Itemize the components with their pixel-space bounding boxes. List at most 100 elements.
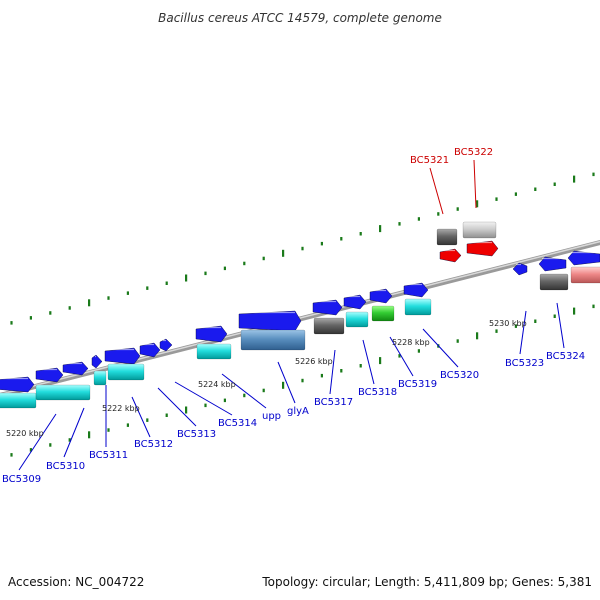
gene-arrow-bc5325 — [567, 250, 600, 266]
gene-label-bc5311[interactable]: BC5311 — [89, 450, 128, 461]
gene-label-bc5318[interactable]: BC5318 — [358, 387, 397, 398]
gene-arrow-upp — [195, 325, 228, 343]
leader-upp — [221, 373, 267, 409]
tick-dot — [495, 329, 498, 333]
tick-dot — [68, 438, 71, 442]
leader-bc5310 — [63, 407, 85, 458]
tick-dot — [29, 448, 32, 452]
gene-label-glya[interactable]: glyA — [287, 406, 309, 417]
gene-arrow-bc5318 — [343, 294, 367, 310]
gene-box-bc5321 — [436, 228, 458, 246]
tick-dot — [262, 388, 265, 393]
gene-arrow-bc5320 — [403, 282, 429, 298]
gene-label-bc5323[interactable]: BC5323 — [505, 358, 544, 369]
tick-dot — [573, 307, 576, 315]
scale-label: 5226 kbp — [295, 357, 333, 366]
leader-bc5320 — [422, 328, 459, 368]
tick-dot — [204, 271, 207, 276]
tick-dot — [126, 423, 129, 427]
scale-label: 5230 kbp — [489, 319, 527, 328]
tick-dot — [262, 256, 265, 261]
tick-dot — [185, 406, 188, 414]
gene-label-bc5312[interactable]: BC5312 — [134, 439, 173, 450]
gene-box-bc5319 — [371, 305, 395, 322]
tick-dot — [282, 249, 285, 257]
gene-arrow-shape — [439, 248, 462, 263]
tick-dot — [126, 291, 129, 295]
tick-dot — [49, 311, 52, 315]
gene-label-bc5319[interactable]: BC5319 — [398, 379, 437, 390]
tick-dot — [553, 182, 556, 186]
gene-label-bc5322[interactable]: BC5322 — [454, 147, 493, 158]
gene-arrow-bc5324 — [538, 256, 567, 272]
gene-arrow-shape — [343, 294, 367, 310]
gene-arrow-glya — [238, 310, 302, 332]
scale-labels: 5220 kbp 5222 kbp 5224 kbp 5226 kbp 5228… — [6, 319, 527, 438]
tick-dot — [165, 413, 168, 417]
tick-dot — [320, 373, 323, 378]
tick-dot — [592, 304, 595, 309]
leader-bc5317 — [329, 349, 336, 395]
gene-arrow-shape — [62, 361, 89, 376]
tick-dot — [49, 443, 52, 447]
gene-arrow-bc5314 — [139, 342, 161, 358]
gene-arrow-bc5312 — [91, 354, 103, 369]
gene-label-bc5320[interactable]: BC5320 — [440, 370, 479, 381]
gene-arrow-bc5321 — [439, 248, 462, 263]
gene-arrow-bc5313 — [104, 347, 141, 365]
tick-dot — [417, 349, 420, 353]
gene-box-bc5309 — [0, 392, 37, 409]
gene-label-bc5313[interactable]: BC5313 — [177, 429, 216, 440]
leader-bc5309 — [18, 413, 57, 471]
gene-label-bc5317[interactable]: BC5317 — [314, 397, 353, 408]
genome-summary-text: Topology: circular; Length: 5,411,809 bp… — [261, 575, 592, 589]
gene-arrow-shape — [91, 354, 103, 369]
gene-arrow-shape — [369, 288, 393, 304]
tick-dot — [10, 453, 13, 457]
tick-dot — [359, 232, 362, 236]
gene-arrow-shape — [312, 299, 343, 316]
tick-dot — [495, 197, 498, 201]
tick-dot — [514, 192, 517, 196]
gene-arrow-bc5322 — [466, 240, 499, 257]
tick-dot — [398, 354, 401, 358]
leader-bc5318 — [362, 339, 375, 385]
label-leaders — [18, 159, 565, 471]
gene-label-bc5314[interactable]: BC5314 — [218, 418, 257, 429]
gene-arrow-shape — [35, 367, 64, 383]
gene-label-bc5310[interactable]: BC5310 — [46, 461, 85, 472]
tick-dot — [379, 357, 382, 365]
gene-features — [0, 221, 600, 409]
gene-label-bc5321[interactable]: BC5321 — [410, 155, 449, 166]
scale-label: 5222 kbp — [102, 404, 140, 413]
tick-dot — [10, 321, 13, 325]
tick-dot — [107, 296, 110, 300]
tick-dot — [534, 187, 537, 191]
tick-dot — [514, 324, 517, 328]
leader-bc5319 — [389, 336, 414, 377]
tick-dot — [243, 393, 246, 398]
gene-box-glya — [240, 329, 306, 351]
tick-dot — [68, 306, 71, 310]
scale-label: 5228 kbp — [392, 338, 430, 347]
gene-arrow-bc5310 — [35, 367, 64, 383]
gene-arrow-shape — [238, 310, 302, 332]
map-title: Bacillus cereus ATCC 14579, complete gen… — [158, 11, 442, 25]
tick-dot — [243, 261, 246, 266]
leader-glya — [277, 361, 296, 404]
gene-label-upp[interactable]: upp — [262, 411, 281, 422]
gene-box-bc5311 — [93, 370, 107, 386]
tick-dot — [301, 378, 304, 383]
tick-dot — [476, 200, 479, 208]
tick-dot — [185, 274, 188, 282]
gene-arrow-bc5311 — [62, 361, 89, 376]
gene-box-upp — [196, 343, 232, 360]
tick-dot — [573, 175, 576, 183]
tick-dot — [107, 428, 110, 432]
gene-box-bc5318 — [345, 311, 369, 328]
leader-bc5324 — [556, 302, 565, 349]
leader-bc5323 — [519, 310, 527, 355]
gene-label-bc5324[interactable]: BC5324 — [546, 351, 585, 362]
gene-label-bc5309[interactable]: BC5309 — [2, 474, 41, 485]
